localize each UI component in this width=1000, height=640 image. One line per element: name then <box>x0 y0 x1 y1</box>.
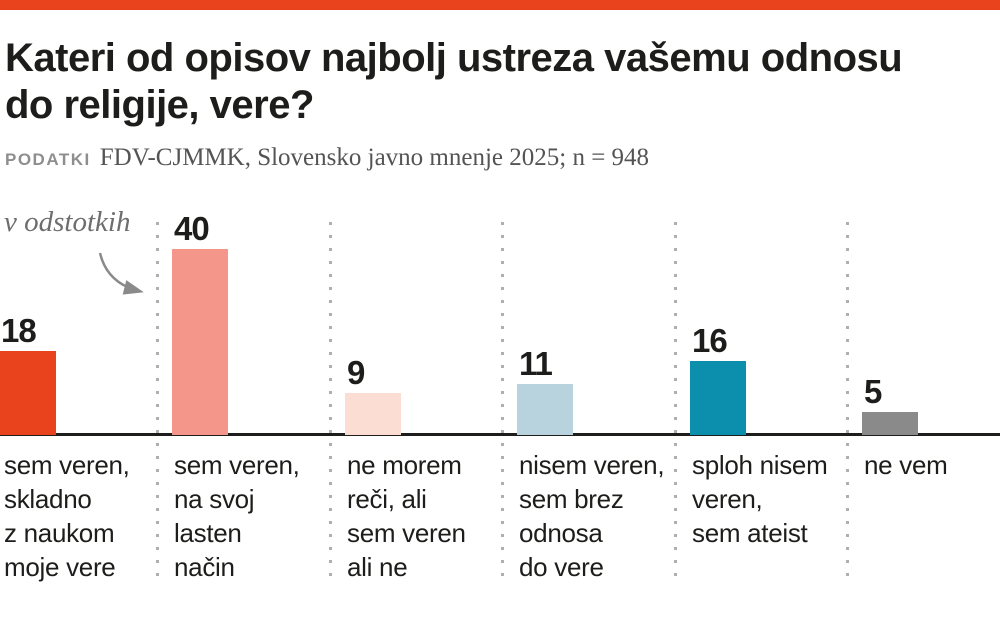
column-separator-line <box>156 222 159 578</box>
bar-value-label: 40 <box>174 210 210 247</box>
bar-value-label: 5 <box>864 373 882 410</box>
column-separator-line <box>501 222 504 578</box>
bar-6 <box>862 412 918 435</box>
source-line: PODATKI FDV-CJMMK, Slovensko javno mnenj… <box>5 144 1000 172</box>
bar-1 <box>0 351 56 435</box>
bar-2 <box>172 249 228 435</box>
bar-chart: v odstotkih 18 sem veren, skladno z nauko… <box>0 200 1000 640</box>
column-separator-line <box>846 222 849 578</box>
bar-value-label: 16 <box>692 322 728 359</box>
bar-3 <box>345 393 401 435</box>
source-label: PODATKI <box>5 149 91 169</box>
column-separator-line <box>674 222 677 578</box>
accent-top-bar <box>0 0 1000 10</box>
bar-4 <box>517 384 573 435</box>
category-label: sploh nisem veren, sem ateist <box>692 450 828 548</box>
category-label: sem veren, skladno z naukom moje vere <box>4 450 130 582</box>
bar-value-label: 11 <box>519 345 553 382</box>
category-label: ne morem reči, ali sem veren ali ne <box>347 450 466 582</box>
annotation-arrow-icon <box>98 252 144 295</box>
source-text: FDV-CJMMK, Slovensko javno mnenje 2025; … <box>99 143 650 171</box>
x-axis-line <box>0 433 1000 436</box>
header: Kateri od opisov najbolj ustreza vašemu … <box>0 35 1000 172</box>
unit-annotation: v odstotkih <box>4 206 131 238</box>
column-separator-line <box>329 222 332 578</box>
bar-value-label: 18 <box>1 312 37 349</box>
page-title: Kateri od opisov najbolj ustreza vašemu … <box>5 36 903 127</box>
category-label: sem veren, na svoj lasten način <box>174 450 300 582</box>
bar-value-label: 9 <box>347 354 365 391</box>
category-label: nisem veren, sem brez odnosa do vere <box>519 450 665 582</box>
bar-5 <box>690 361 746 435</box>
category-label: ne vem <box>864 450 948 480</box>
